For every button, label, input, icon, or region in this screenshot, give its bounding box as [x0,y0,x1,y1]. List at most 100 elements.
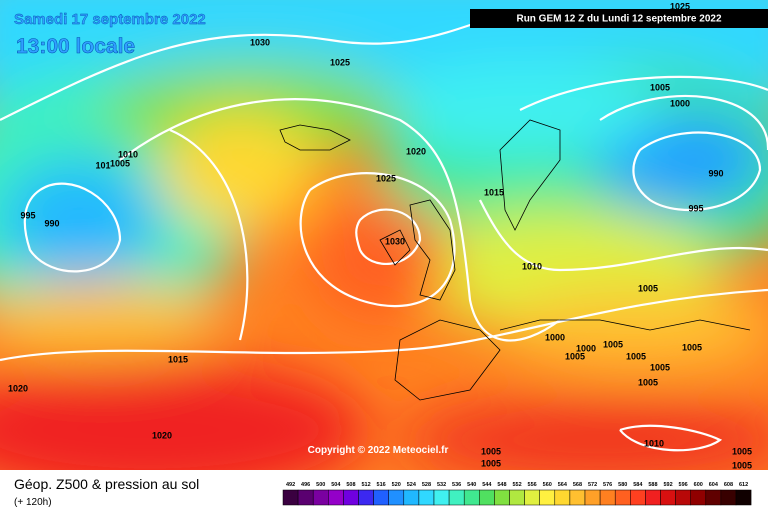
colorbar-swatch [554,489,571,506]
colorbar-label: 564 [558,482,568,488]
colorbar-label: 532 [437,482,446,488]
colorbar-label: 524 [407,482,417,488]
colorbar-swatch [705,489,722,506]
colorbar-swatch [630,489,646,506]
isobar-label: 1005 [481,458,501,468]
colorbar-label: 512 [361,482,370,488]
isobar-label: 995 [20,210,35,220]
colorbar-swatch [297,489,314,506]
isobar-label: 1020 [152,430,172,440]
isobar-label: 1020 [8,383,28,393]
isobar-label: 1025 [670,1,690,11]
colorbar-label: 588 [648,482,657,488]
isobar-label: 1025 [376,173,396,183]
colorbar-swatch [343,489,359,506]
colorbar-swatch [675,489,691,506]
colorbar-swatch [690,489,707,506]
colorbar-swatch [539,489,556,506]
colorbar-label: 552 [512,482,521,488]
isobars [0,8,768,452]
isobar-label: 1010 [118,149,138,159]
isobar-label: 1025 [330,57,350,67]
isobar-label: 990 [44,218,59,228]
colorbar-label: 608 [724,482,733,488]
colorbar-swatch [524,489,540,506]
colorbar-label: 580 [618,482,627,488]
isobar-label: 1005 [110,158,130,168]
colorbar-label: 536 [452,482,461,488]
isobar-label: 1005 [565,351,585,361]
isobar-label: 1030 [250,37,270,47]
copyright: Copyright © 2022 Meteociel.fr [308,445,449,456]
colorbar-swatch [509,489,525,506]
colorbar-swatch [645,489,661,506]
isobar-label: 1010 [644,438,664,448]
isobar-label: 1005 [682,342,702,352]
colorbar-label: 520 [392,482,401,488]
colorbar-label: 604 [709,482,719,488]
colorbar-label: 560 [543,482,552,488]
coastlines [279,119,751,401]
run-label: Run GEM 12 Z du Lundi 12 septembre 2022 [516,14,721,25]
isobar-label: 1005 [650,362,670,372]
isobar-label: 995 [688,203,703,213]
isobar-label: 1005 [638,377,658,387]
colorbar-swatch [463,489,480,506]
colorbar-swatch [569,489,586,506]
isobar-label: 1005 [638,283,658,293]
isobar-label: 1000 [545,332,565,342]
colorbar-label: 516 [377,482,386,488]
run-box [470,9,768,28]
colorbar-swatch [660,489,676,506]
colorbar-label: 548 [497,482,506,488]
colorbar-label: 492 [286,482,295,488]
isobar-label: 990 [708,168,723,178]
colorbar-label: 508 [346,482,355,488]
isobar-label: 1005 [626,351,646,361]
colorbar-swatch [418,489,435,506]
isobar-label: 1000 [576,343,596,353]
colorbar-label: 576 [603,482,612,488]
isobar-labels: 1025103010251005100010101005101102010251… [8,1,752,470]
footer-title: Géop. Z500 & pression au sol [14,476,199,492]
colorbar-label: 544 [482,482,492,488]
colorbar-swatch [388,489,405,506]
colorbar: 492 496 500 504 508 512 516 520 524 528 532 536 540 5… [282,482,752,506]
colorbar-swatch [433,489,450,506]
colorbar-swatch [312,489,329,506]
colorbar-swatch [614,489,631,506]
colorbar-swatch [448,489,465,506]
colorbar-swatch [282,489,299,506]
colorbar-swatch [373,489,389,506]
colorbar-label: 504 [331,482,341,488]
footer-subtitle: (+ 120h) [14,497,52,508]
colorbar-label: 496 [301,482,310,488]
colorbar-swatch [584,489,601,506]
isobar-label: 1005 [481,446,501,456]
colorbar-label: 540 [467,482,476,488]
time-label: 13:00 locale [16,35,135,58]
isobar-label: 1005 [732,446,752,456]
colorbar-label: 612 [739,482,748,488]
colorbar-swatch [494,489,510,506]
colorbar-label: 572 [588,482,597,488]
isobar-label: 101 [95,160,110,170]
colorbar-swatch [358,489,374,506]
colorbar-label: 568 [573,482,582,488]
colorbar-label: 596 [679,482,688,488]
isobar-label: 1005 [650,82,670,92]
isobar-label: 1015 [484,187,504,197]
colorbar-label: 592 [663,482,672,488]
isobar-label: 1015 [168,354,188,364]
colorbar-label: 556 [528,482,537,488]
colorbar-swatch [479,489,495,506]
colorbar-swatch [599,489,616,506]
colorbar-swatch [403,489,420,506]
isobar-label: 1010 [522,261,542,271]
colorbar-swatch [328,489,344,506]
colorbar-label: 528 [422,482,431,488]
colorbar-label: 500 [316,482,325,488]
isobar-label: 1000 [670,98,690,108]
